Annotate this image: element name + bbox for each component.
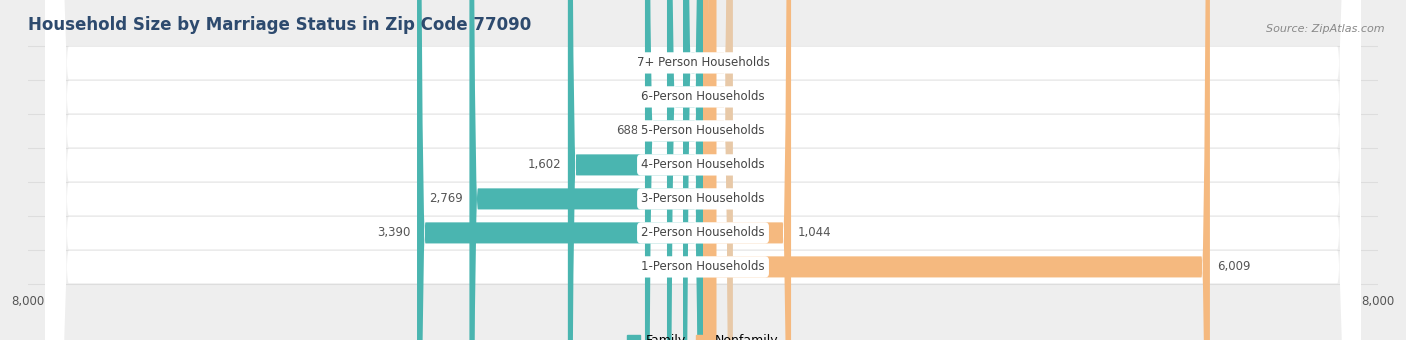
FancyBboxPatch shape	[645, 0, 703, 340]
Text: 1-Person Households: 1-Person Households	[641, 260, 765, 273]
FancyBboxPatch shape	[683, 0, 703, 340]
Text: 6-Person Households: 6-Person Households	[641, 90, 765, 103]
Text: Household Size by Marriage Status in Zip Code 77090: Household Size by Marriage Status in Zip…	[28, 16, 531, 34]
Text: 126: 126	[720, 158, 742, 171]
FancyBboxPatch shape	[45, 0, 1361, 340]
Text: 688: 688	[616, 124, 638, 137]
Text: 6,009: 6,009	[1216, 260, 1250, 273]
FancyBboxPatch shape	[45, 0, 1361, 340]
Text: 160: 160	[723, 192, 745, 205]
FancyBboxPatch shape	[703, 0, 1211, 340]
Text: 1,602: 1,602	[527, 158, 561, 171]
FancyBboxPatch shape	[470, 0, 703, 340]
Legend: Family, Nonfamily: Family, Nonfamily	[623, 329, 783, 340]
Text: 3,390: 3,390	[377, 226, 411, 239]
Text: 0: 0	[740, 56, 747, 69]
FancyBboxPatch shape	[568, 0, 703, 340]
FancyBboxPatch shape	[45, 0, 1361, 340]
Text: 427: 427	[638, 90, 661, 103]
FancyBboxPatch shape	[45, 0, 1361, 340]
FancyBboxPatch shape	[418, 0, 703, 340]
Text: 2-Person Households: 2-Person Households	[641, 226, 765, 239]
FancyBboxPatch shape	[45, 0, 1361, 340]
Text: 237: 237	[654, 56, 676, 69]
Text: 0: 0	[740, 90, 747, 103]
Text: 7+ Person Households: 7+ Person Households	[637, 56, 769, 69]
Text: 5-Person Households: 5-Person Households	[641, 124, 765, 137]
Text: 2,769: 2,769	[429, 192, 463, 205]
FancyBboxPatch shape	[45, 0, 1361, 340]
FancyBboxPatch shape	[703, 0, 733, 340]
FancyBboxPatch shape	[703, 0, 717, 340]
FancyBboxPatch shape	[703, 0, 714, 340]
Text: Source: ZipAtlas.com: Source: ZipAtlas.com	[1267, 24, 1385, 34]
Text: 1,044: 1,044	[797, 226, 831, 239]
Text: 3-Person Households: 3-Person Households	[641, 192, 765, 205]
FancyBboxPatch shape	[703, 0, 733, 340]
FancyBboxPatch shape	[703, 0, 733, 340]
FancyBboxPatch shape	[45, 0, 1361, 340]
FancyBboxPatch shape	[666, 0, 703, 340]
FancyBboxPatch shape	[703, 0, 792, 340]
Text: 4-Person Households: 4-Person Households	[641, 158, 765, 171]
Text: 0: 0	[740, 124, 747, 137]
